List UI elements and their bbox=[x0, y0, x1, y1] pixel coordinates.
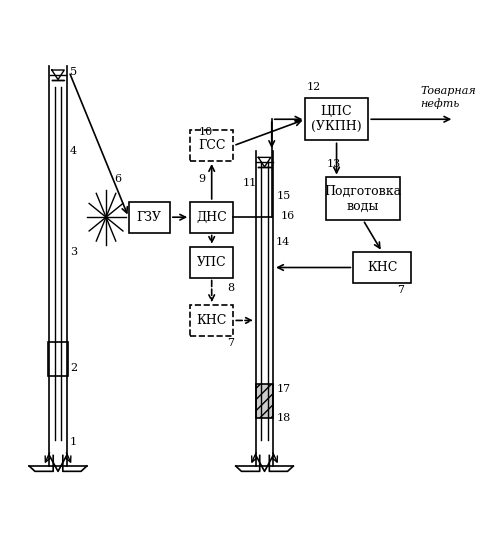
Text: КНС: КНС bbox=[367, 261, 398, 274]
Text: 12: 12 bbox=[307, 82, 321, 93]
Bar bbox=[256, 384, 273, 418]
Text: 9: 9 bbox=[199, 173, 206, 184]
FancyBboxPatch shape bbox=[190, 131, 233, 161]
Text: 13: 13 bbox=[327, 159, 341, 169]
Text: 6: 6 bbox=[114, 173, 122, 184]
Bar bbox=[256, 384, 273, 418]
Text: 10: 10 bbox=[199, 127, 213, 137]
Text: Товарная
нефть: Товарная нефть bbox=[421, 86, 476, 109]
Text: 4: 4 bbox=[70, 146, 77, 156]
Text: УПС: УПС bbox=[197, 256, 226, 269]
Text: КНС: КНС bbox=[196, 314, 227, 327]
Text: ЦПС
(УКПН): ЦПС (УКПН) bbox=[311, 105, 362, 133]
Text: 5: 5 bbox=[70, 66, 77, 77]
Text: Подготовка
воды: Подготовка воды bbox=[324, 185, 401, 213]
Text: 2: 2 bbox=[70, 363, 77, 373]
FancyBboxPatch shape bbox=[190, 305, 233, 336]
Text: 8: 8 bbox=[227, 282, 235, 293]
Bar bbox=[48, 342, 68, 376]
Text: ГЗУ: ГЗУ bbox=[137, 211, 162, 224]
Text: 16: 16 bbox=[280, 211, 295, 220]
Text: 15: 15 bbox=[277, 191, 291, 201]
Text: 7: 7 bbox=[398, 285, 404, 295]
Text: 7: 7 bbox=[227, 338, 235, 348]
FancyBboxPatch shape bbox=[190, 202, 233, 233]
Text: ДНС: ДНС bbox=[196, 211, 227, 224]
Text: ГСС: ГСС bbox=[198, 139, 225, 152]
Text: 14: 14 bbox=[276, 237, 290, 247]
Text: 11: 11 bbox=[243, 178, 257, 188]
FancyBboxPatch shape bbox=[326, 178, 400, 220]
Text: 18: 18 bbox=[277, 414, 291, 423]
Text: 1: 1 bbox=[70, 437, 77, 447]
FancyBboxPatch shape bbox=[190, 247, 233, 278]
Text: 3: 3 bbox=[70, 247, 77, 257]
FancyBboxPatch shape bbox=[129, 202, 170, 233]
Text: 17: 17 bbox=[277, 384, 291, 394]
FancyBboxPatch shape bbox=[353, 252, 411, 283]
FancyBboxPatch shape bbox=[306, 98, 368, 140]
